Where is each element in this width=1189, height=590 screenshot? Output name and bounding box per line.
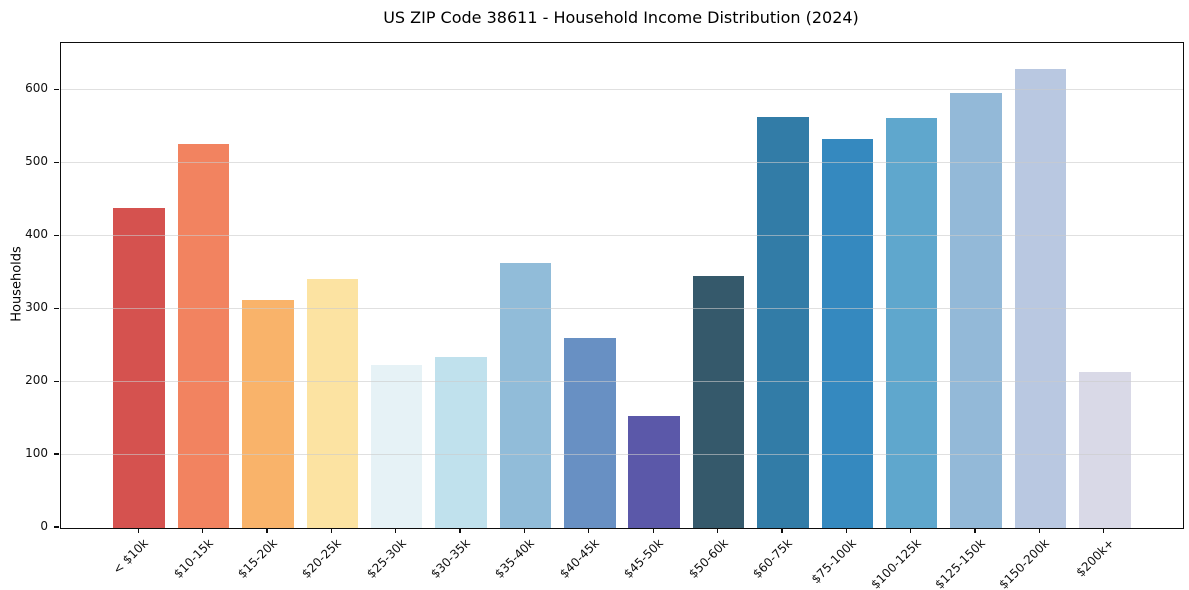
- x-tick-mark: [137, 528, 139, 533]
- bar-slot: [558, 43, 622, 528]
- bar: [692, 275, 745, 528]
- bar: [757, 116, 809, 528]
- x-tick-mark: [652, 528, 654, 533]
- bar: [564, 337, 616, 528]
- bar: [370, 364, 423, 528]
- bar: [950, 93, 1002, 528]
- bar: [1014, 68, 1067, 528]
- bar-slot: [107, 43, 171, 528]
- bar: [1079, 371, 1131, 528]
- bar: [885, 118, 938, 528]
- x-tick-mark: [201, 528, 204, 533]
- x-tick-mark: [781, 528, 783, 533]
- y-tick-mark: [54, 161, 59, 163]
- y-tick-label: 600: [25, 81, 48, 96]
- y-tick-label: 500: [25, 154, 48, 169]
- y-tick-mark: [54, 380, 59, 382]
- bar: [628, 415, 680, 528]
- bar-slot: [171, 43, 235, 528]
- y-tick-mark: [54, 234, 59, 236]
- chart-title: US ZIP Code 38611 - Household Income Dis…: [383, 8, 859, 27]
- bars-layer: [61, 43, 1183, 528]
- bar-slot: [686, 43, 750, 528]
- y-tick-mark: [54, 526, 59, 528]
- bar-slot: [751, 43, 815, 528]
- x-tick-label: < $10k: [110, 536, 152, 577]
- plot-area: [60, 42, 1184, 529]
- bar: [499, 262, 552, 528]
- bar: [821, 139, 874, 528]
- bar-slot: [880, 43, 944, 528]
- x-axis: < $10k $10-15k $15-20k $20-25k $25-30k $30-35…: [60, 528, 1182, 590]
- y-tick-label: 400: [25, 227, 48, 242]
- bar: [242, 300, 294, 528]
- y-tick-mark: [54, 88, 59, 90]
- bar-slot: [429, 43, 493, 528]
- bar-slot: [815, 43, 879, 528]
- bar: [306, 278, 359, 528]
- x-tick-mark: [1038, 528, 1041, 533]
- x-tick-mark: [588, 528, 590, 533]
- x-tick-mark: [395, 528, 397, 533]
- x-tick-mark: [459, 528, 461, 533]
- x-tick-mark: [330, 528, 332, 533]
- x-tick-mark: [716, 528, 719, 533]
- bar-slot: [365, 43, 429, 528]
- y-tick-label: 300: [25, 300, 48, 315]
- y-tick-label: 200: [25, 373, 48, 388]
- bar-slot: [944, 43, 1008, 528]
- bar: [177, 143, 230, 528]
- bar: [435, 357, 487, 528]
- x-tick-mark: [523, 528, 526, 533]
- y-tick-mark: [54, 453, 59, 455]
- bar-slot: [1073, 43, 1137, 528]
- y-tick-mark: [54, 307, 59, 309]
- x-tick-mark: [266, 528, 268, 533]
- bar-slot: [493, 43, 557, 528]
- x-tick-mark: [1103, 528, 1105, 533]
- x-tick-mark: [845, 528, 847, 533]
- x-tick-mark: [974, 528, 976, 533]
- bar-slot: [300, 43, 364, 528]
- y-tick-label: 100: [25, 446, 48, 461]
- y-axis: 0 100 200 300 400 500 600: [0, 42, 60, 533]
- x-tick-mark: [910, 528, 912, 533]
- bar-slot: [622, 43, 686, 528]
- bar: [113, 207, 165, 528]
- bar-slot: [236, 43, 300, 528]
- y-tick-label: 0: [40, 519, 48, 533]
- bar-slot: [1008, 43, 1072, 528]
